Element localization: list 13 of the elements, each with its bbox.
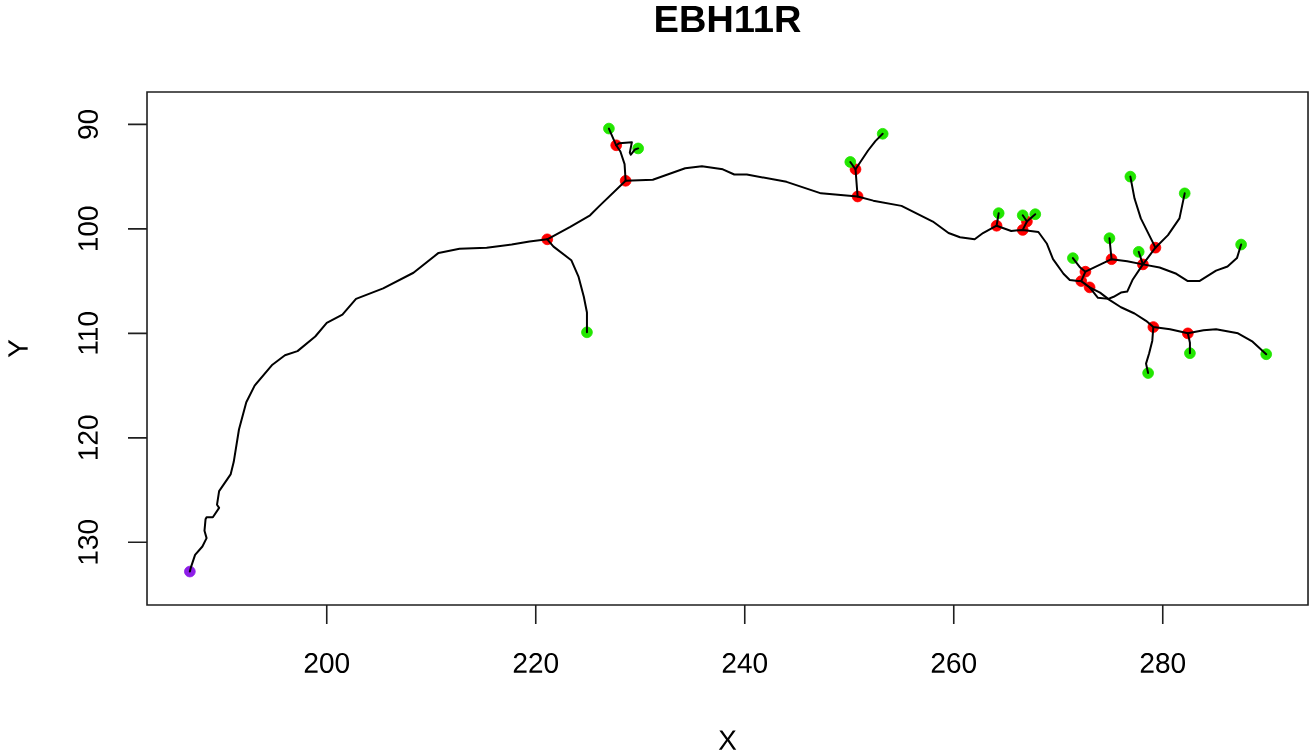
y-tick-label: 90 bbox=[78, 109, 98, 139]
y-tick-label: 100 bbox=[78, 206, 98, 251]
y-axis-title: Y bbox=[8, 339, 28, 358]
y-tick-label: 110 bbox=[78, 312, 98, 354]
chart-title: EBH11R bbox=[656, 5, 801, 33]
x-tick-label: 240 bbox=[722, 653, 768, 673]
x-tick-label: 260 bbox=[931, 653, 977, 673]
x-axis-title: X bbox=[718, 730, 737, 750]
x-tick-label: 220 bbox=[513, 653, 559, 673]
y-tick-label: 130 bbox=[78, 520, 98, 564]
x-tick-label: 200 bbox=[304, 653, 350, 673]
y-tick-label: 120 bbox=[78, 415, 98, 460]
x-tick-label: 280 bbox=[1140, 653, 1186, 673]
